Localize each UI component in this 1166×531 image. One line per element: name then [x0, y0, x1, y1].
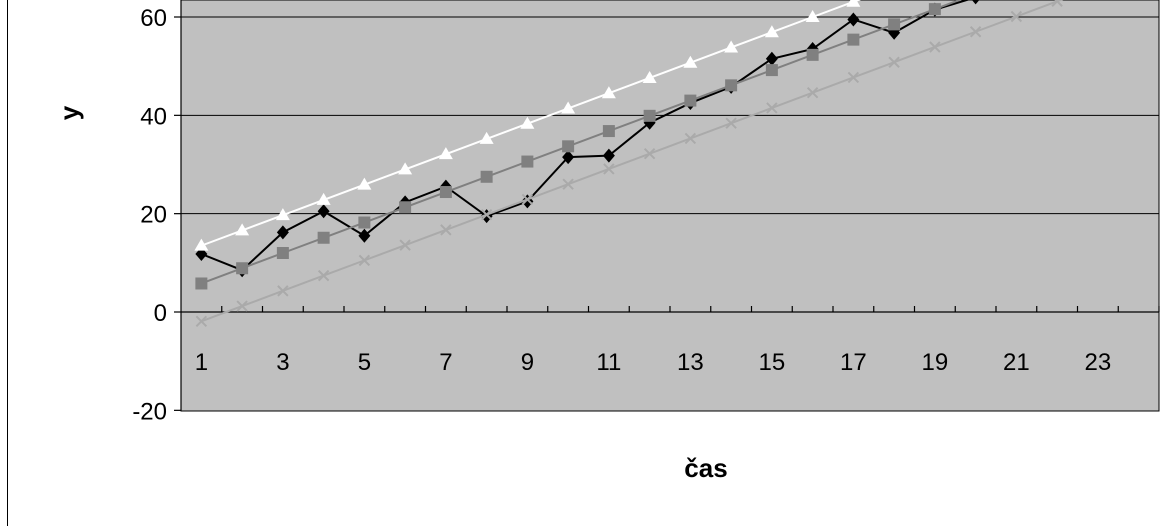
x-tick-label: 15 — [759, 349, 786, 376]
y-tick-label: -20 — [132, 398, 167, 425]
data-point — [766, 102, 778, 114]
data-point — [235, 223, 250, 236]
data-point — [562, 178, 574, 190]
series-line — [201, 0, 971, 272]
data-point — [317, 231, 330, 244]
data-point — [725, 117, 737, 129]
data-point — [398, 162, 413, 175]
data-point — [440, 224, 452, 236]
data-point — [277, 285, 289, 297]
data-point — [765, 51, 778, 66]
x-tick-label: 3 — [276, 349, 289, 376]
x-tick-label: 13 — [677, 349, 704, 376]
data-point — [806, 87, 819, 99]
data-point — [276, 247, 289, 259]
y-tick-label: 40 — [140, 103, 167, 130]
x-tick-label: 21 — [1003, 349, 1030, 376]
data-point — [480, 170, 493, 183]
data-point — [236, 300, 248, 312]
series-triangle — [194, 0, 861, 251]
data-point — [846, 0, 861, 7]
data-point — [479, 131, 494, 144]
data-point — [194, 238, 209, 251]
data-point — [765, 64, 778, 77]
y-axis-label: y — [54, 105, 84, 120]
data-point — [195, 315, 208, 328]
series-layer — [194, 0, 1064, 328]
x-tick-label: 19 — [922, 349, 949, 376]
data-point — [195, 277, 208, 290]
plot-area — [180, 0, 1160, 412]
data-point — [805, 10, 820, 22]
data-point — [969, 26, 982, 38]
x-tick-label: 23 — [1085, 349, 1112, 376]
x-tick-label: 11 — [596, 349, 621, 376]
data-point — [602, 148, 615, 163]
data-point — [683, 55, 698, 68]
x-tick-label: 7 — [439, 349, 452, 376]
axes — [174, 0, 1160, 411]
data-point — [358, 254, 371, 267]
data-point — [561, 101, 576, 114]
data-point — [1051, 0, 1063, 7]
data-point — [358, 228, 371, 243]
data-point — [480, 208, 493, 221]
data-point — [316, 192, 331, 205]
data-point — [520, 116, 535, 129]
chart-frame-line — [7, 0, 8, 526]
data-point — [562, 140, 575, 153]
data-point — [275, 208, 290, 221]
data-point — [276, 225, 289, 240]
y-tick-label: 60 — [140, 5, 167, 32]
series-square — [195, 0, 963, 290]
data-point — [317, 204, 330, 219]
data-point — [521, 155, 534, 168]
data-point — [971, 0, 980, 5]
data-point — [847, 71, 860, 84]
data-point — [929, 41, 941, 53]
data-point — [888, 18, 901, 31]
data-point — [602, 125, 615, 138]
data-point — [603, 163, 615, 175]
data-point — [724, 40, 739, 53]
data-point — [643, 147, 656, 160]
data-point — [888, 56, 900, 68]
data-point — [847, 12, 860, 27]
data-point — [236, 262, 249, 275]
series-line — [201, 0, 1064, 323]
x-axis-label: čas — [684, 453, 727, 483]
y-tick-label: 0 — [154, 300, 167, 327]
data-point — [928, 3, 941, 16]
data-point — [317, 269, 330, 282]
data-point — [357, 177, 372, 190]
data-point — [764, 25, 779, 38]
data-point — [684, 132, 697, 145]
data-point — [521, 193, 534, 206]
data-point — [438, 147, 453, 160]
x-tick-label: 5 — [358, 349, 371, 376]
data-point — [439, 186, 452, 199]
x-tick-label: 9 — [521, 349, 534, 376]
data-point — [643, 109, 656, 122]
data-point — [725, 79, 738, 92]
data-point — [601, 86, 616, 99]
x-tick-label: 17 — [840, 349, 867, 376]
data-point — [806, 48, 819, 61]
data-point — [684, 94, 697, 107]
y-tick-label: 20 — [140, 202, 167, 229]
series-line — [201, 0, 963, 285]
data-point — [399, 239, 411, 251]
data-point — [1010, 10, 1023, 23]
series-line — [201, 0, 861, 247]
x-tick-label: 1 — [195, 349, 208, 376]
data-point — [562, 150, 575, 165]
data-point — [358, 216, 371, 229]
data-point — [642, 70, 657, 83]
series-x — [195, 0, 1064, 328]
data-point — [399, 201, 412, 214]
data-point — [847, 33, 860, 46]
